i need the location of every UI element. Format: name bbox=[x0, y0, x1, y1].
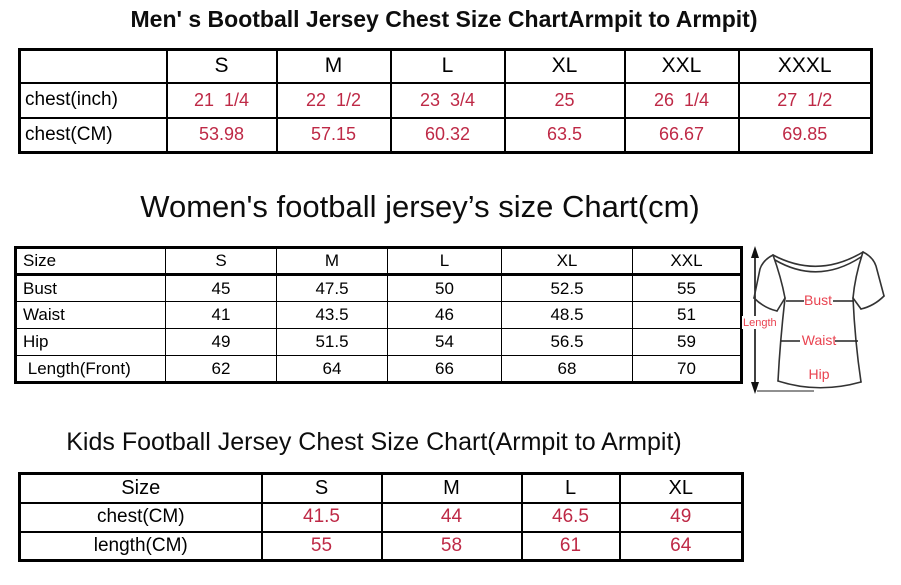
kids-size-table: Size S M L XL chest(CM) 41.5 44 46.5 49 … bbox=[18, 472, 744, 562]
mens-header-cell: M bbox=[275, 48, 392, 84]
mens-row-label: chest(CM) bbox=[18, 116, 168, 154]
womens-header-cell: S bbox=[165, 247, 277, 276]
mens-value-cell: 27 1/2 bbox=[737, 81, 873, 119]
kids-value-cell: 61 bbox=[520, 530, 621, 562]
mens-header-cell bbox=[18, 48, 168, 84]
womens-value-cell: 51 bbox=[632, 301, 742, 329]
womens-value-cell: 46 bbox=[387, 301, 502, 329]
length-label-bg bbox=[742, 316, 779, 329]
hip-label: Hip bbox=[808, 366, 829, 382]
mens-header-cell: XL bbox=[503, 48, 626, 84]
mens-value-cell: 53.98 bbox=[165, 116, 278, 154]
womens-row-label: Length(Front) bbox=[15, 355, 166, 383]
kids-length-row: length(CM) 55 58 61 64 bbox=[18, 530, 744, 562]
womens-row-label: Hip bbox=[15, 328, 166, 356]
kids-value-cell: 46.5 bbox=[520, 501, 621, 533]
mens-row-label: chest(inch) bbox=[18, 81, 168, 119]
womens-header-cell: M bbox=[276, 247, 388, 276]
kids-chest-row: chest(CM) 41.5 44 46.5 49 bbox=[18, 501, 744, 533]
mens-header-cell: XXL bbox=[623, 48, 740, 84]
mens-value-cell: 66.67 bbox=[623, 116, 740, 154]
mens-header-cell: L bbox=[389, 48, 506, 84]
womens-value-cell: 64 bbox=[276, 355, 388, 383]
womens-header-row: Size S M L XL XXL bbox=[15, 247, 742, 276]
womens-size-table: Size S M L XL XXL Bust 45 47.5 50 52.5 5… bbox=[14, 246, 743, 384]
measurement-lines bbox=[757, 300, 858, 392]
womens-value-cell: 51.5 bbox=[276, 328, 388, 356]
womens-value-cell: 47.5 bbox=[276, 274, 388, 302]
kids-header-cell: L bbox=[520, 472, 621, 504]
womens-row-label: Waist bbox=[15, 301, 166, 329]
womens-value-cell: 54 bbox=[387, 328, 502, 356]
womens-value-cell: 48.5 bbox=[501, 301, 633, 329]
kids-header-cell: XL bbox=[618, 472, 744, 504]
womens-value-cell: 62 bbox=[165, 355, 277, 383]
kids-chart-title: Kids Football Jersey Chest Size Chart(Ar… bbox=[66, 428, 682, 456]
mens-value-cell: 21 1/4 bbox=[165, 81, 278, 119]
womens-header-cell: XL bbox=[501, 247, 633, 276]
womens-value-cell: 52.5 bbox=[501, 274, 633, 302]
bust-label: Bust bbox=[804, 292, 832, 308]
mens-size-table: S M L XL XXL XXXL chest(inch) 21 1/4 22 … bbox=[18, 48, 873, 154]
womens-value-cell: 50 bbox=[387, 274, 502, 302]
kids-value-cell: 41.5 bbox=[260, 501, 383, 533]
womens-header-cell: L bbox=[387, 247, 502, 276]
mens-value-cell: 69.85 bbox=[737, 116, 873, 154]
mens-header-cell: XXXL bbox=[737, 48, 873, 84]
womens-value-cell: 45 bbox=[165, 274, 277, 302]
kids-row-label: chest(CM) bbox=[18, 501, 263, 533]
womens-hip-row: Hip 49 51.5 54 56.5 59 bbox=[15, 328, 742, 356]
womens-row-label: Bust bbox=[15, 274, 166, 302]
tshirt-measurement-diagram: Length Bust Waist Hip bbox=[741, 242, 901, 400]
womens-value-cell: 70 bbox=[632, 355, 742, 383]
mens-value-cell: 26 1/4 bbox=[623, 81, 740, 119]
womens-value-cell: 41 bbox=[165, 301, 277, 329]
womens-value-cell: 43.5 bbox=[276, 301, 388, 329]
mens-header-row: S M L XL XXL XXXL bbox=[18, 48, 873, 84]
mens-value-cell: 57.15 bbox=[275, 116, 392, 154]
kids-header-cell: M bbox=[380, 472, 523, 504]
mens-value-cell: 63.5 bbox=[503, 116, 626, 154]
tshirt-outline-icon bbox=[753, 251, 885, 389]
mens-value-cell: 23 3/4 bbox=[389, 81, 506, 119]
womens-value-cell: 66 bbox=[387, 355, 502, 383]
mens-chest-cm-row: chest(CM) 53.98 57.15 60.32 63.5 66.67 6… bbox=[18, 116, 873, 154]
mens-chest-inch-row: chest(inch) 21 1/4 22 1/2 23 3/4 25 26 1… bbox=[18, 81, 873, 119]
kids-value-cell: 44 bbox=[380, 501, 523, 533]
mens-value-cell: 22 1/2 bbox=[275, 81, 392, 119]
length-label: Length bbox=[743, 317, 777, 329]
kids-value-cell: 49 bbox=[618, 501, 744, 533]
womens-bust-row: Bust 45 47.5 50 52.5 55 bbox=[15, 274, 742, 302]
kids-value-cell: 64 bbox=[618, 530, 744, 562]
mens-chart-title: Men' s Bootball Jersey Chest Size ChartA… bbox=[130, 6, 758, 32]
kids-value-cell: 58 bbox=[380, 530, 523, 562]
mens-value-cell: 60.32 bbox=[389, 116, 506, 154]
kids-header-cell: Size bbox=[18, 472, 263, 504]
womens-length-row: Length(Front) 62 64 66 68 70 bbox=[15, 355, 742, 383]
kids-header-cell: S bbox=[260, 472, 383, 504]
mens-value-cell: 25 bbox=[503, 81, 626, 119]
womens-header-cell: XXL bbox=[632, 247, 742, 276]
womens-waist-row: Waist 41 43.5 46 48.5 51 bbox=[15, 301, 742, 329]
womens-header-cell: Size bbox=[15, 247, 166, 276]
kids-row-label: length(CM) bbox=[18, 530, 263, 562]
womens-value-cell: 49 bbox=[165, 328, 277, 356]
womens-value-cell: 59 bbox=[632, 328, 742, 356]
womens-value-cell: 68 bbox=[501, 355, 633, 383]
kids-header-row: Size S M L XL bbox=[18, 472, 744, 504]
womens-value-cell: 55 bbox=[632, 274, 742, 302]
mens-header-cell: S bbox=[165, 48, 278, 84]
womens-value-cell: 56.5 bbox=[501, 328, 633, 356]
kids-value-cell: 55 bbox=[260, 530, 383, 562]
womens-chart-title: Women's football jersey’s size Chart(cm) bbox=[140, 189, 700, 224]
waist-label: Waist bbox=[802, 332, 837, 348]
